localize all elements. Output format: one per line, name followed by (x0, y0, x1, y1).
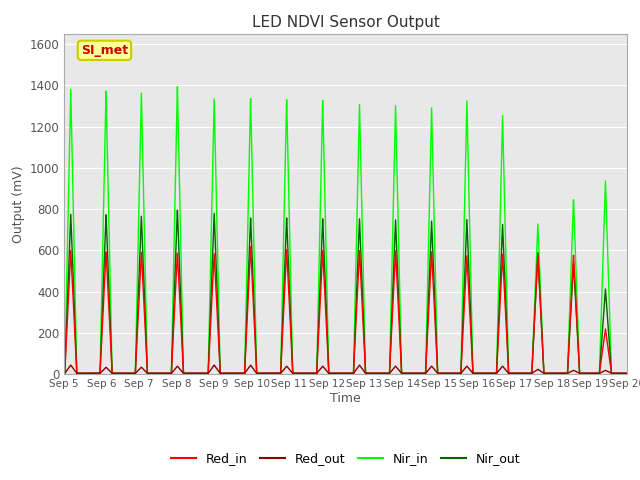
X-axis label: Time: Time (330, 392, 361, 405)
Nir_in (418, 371, 426, 376)
Red_in (247, 244, 255, 250)
Text: SI_met: SI_met (81, 44, 128, 57)
Line: Red_out: Red_out (64, 365, 627, 373)
Red_out (623, 371, 631, 376)
Red_out (477, 371, 485, 376)
Nir_out (88, 371, 96, 376)
Nir_in (88, 371, 96, 376)
Legend: Red_in, Red_out, Nir_in, Nir_out: Red_in, Red_out, Nir_in, Nir_out (166, 447, 525, 470)
Nir_out (508, 371, 515, 376)
Red_in (264, 371, 272, 376)
Nir_in (623, 371, 631, 376)
Red_in (88, 371, 96, 376)
Line: Nir_in: Nir_in (64, 87, 627, 373)
Red_in (418, 371, 426, 376)
Nir_out (264, 371, 272, 376)
Red_in (477, 371, 485, 376)
Nir_in (264, 371, 272, 376)
Nir_in (60, 371, 68, 376)
Line: Nir_out: Nir_out (64, 210, 627, 373)
Nir_in (477, 371, 485, 376)
Title: LED NDVI Sensor Output: LED NDVI Sensor Output (252, 15, 440, 30)
Nir_out (623, 371, 631, 376)
Red_out (508, 371, 515, 376)
Red_in (508, 371, 515, 376)
Nir_in (508, 371, 515, 376)
Red_out (418, 371, 426, 376)
Red_out (88, 371, 96, 376)
Red_out (394, 365, 401, 371)
Line: Red_in: Red_in (64, 247, 627, 373)
Nir_out (418, 371, 426, 376)
Red_out (264, 371, 272, 376)
Y-axis label: Output (mV): Output (mV) (12, 165, 25, 243)
Nir_out (173, 207, 181, 213)
Red_in (60, 371, 68, 376)
Nir_in (394, 181, 401, 187)
Nir_out (394, 262, 401, 268)
Red_in (623, 371, 631, 376)
Nir_out (60, 371, 68, 376)
Red_out (60, 371, 68, 376)
Nir_out (477, 371, 485, 376)
Red_in (394, 284, 401, 290)
Nir_in (173, 84, 181, 90)
Red_out (67, 362, 75, 368)
